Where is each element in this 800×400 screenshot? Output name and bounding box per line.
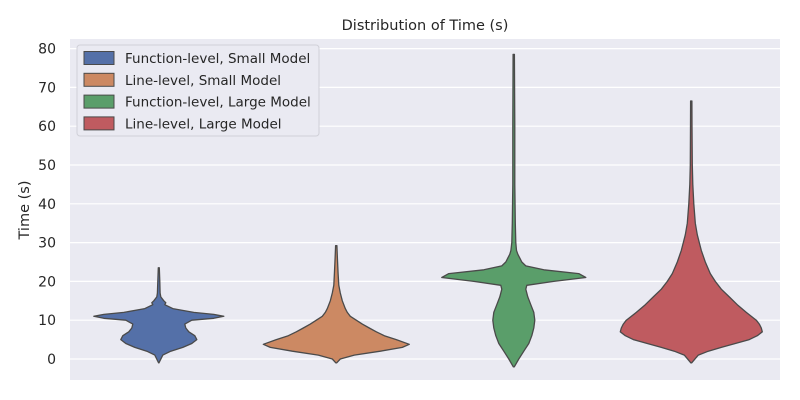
y-tick-label: 40 <box>38 197 56 213</box>
legend-label: Line-level, Large Model <box>125 116 282 132</box>
violin-2 <box>262 245 410 364</box>
violin-3 <box>441 53 587 368</box>
violin-1 <box>93 267 225 364</box>
legend-swatch <box>83 94 115 109</box>
y-tick-label: 80 <box>38 42 56 58</box>
y-tick-label: 70 <box>38 80 56 96</box>
legend-label: Function-level, Small Model <box>125 51 310 67</box>
legend-swatch <box>83 51 115 65</box>
y-tick-label: 50 <box>38 158 56 174</box>
y-tick-label: 10 <box>38 313 56 329</box>
y-tick-labels: 0 10 20 30 40 50 60 70 80 <box>38 42 56 368</box>
y-tick-label: 30 <box>38 236 56 252</box>
legend: Function-level, Small Model Line-level, S… <box>76 44 320 137</box>
violin-4 <box>619 100 763 364</box>
y-tick-label: 0 <box>47 352 56 368</box>
y-tick-label: 60 <box>38 119 56 135</box>
legend-swatch <box>83 116 115 131</box>
legend-label: Line-level, Small Model <box>125 73 281 89</box>
legend-label: Function-level, Large Model <box>125 95 311 111</box>
y-tick-label: 20 <box>38 274 56 290</box>
chart-title: Distribution of Time (s) <box>342 18 509 34</box>
y-axis-label: Time (s) <box>17 181 33 241</box>
legend-swatch <box>83 72 115 87</box>
legend-frame <box>76 44 320 137</box>
violins <box>93 53 763 368</box>
